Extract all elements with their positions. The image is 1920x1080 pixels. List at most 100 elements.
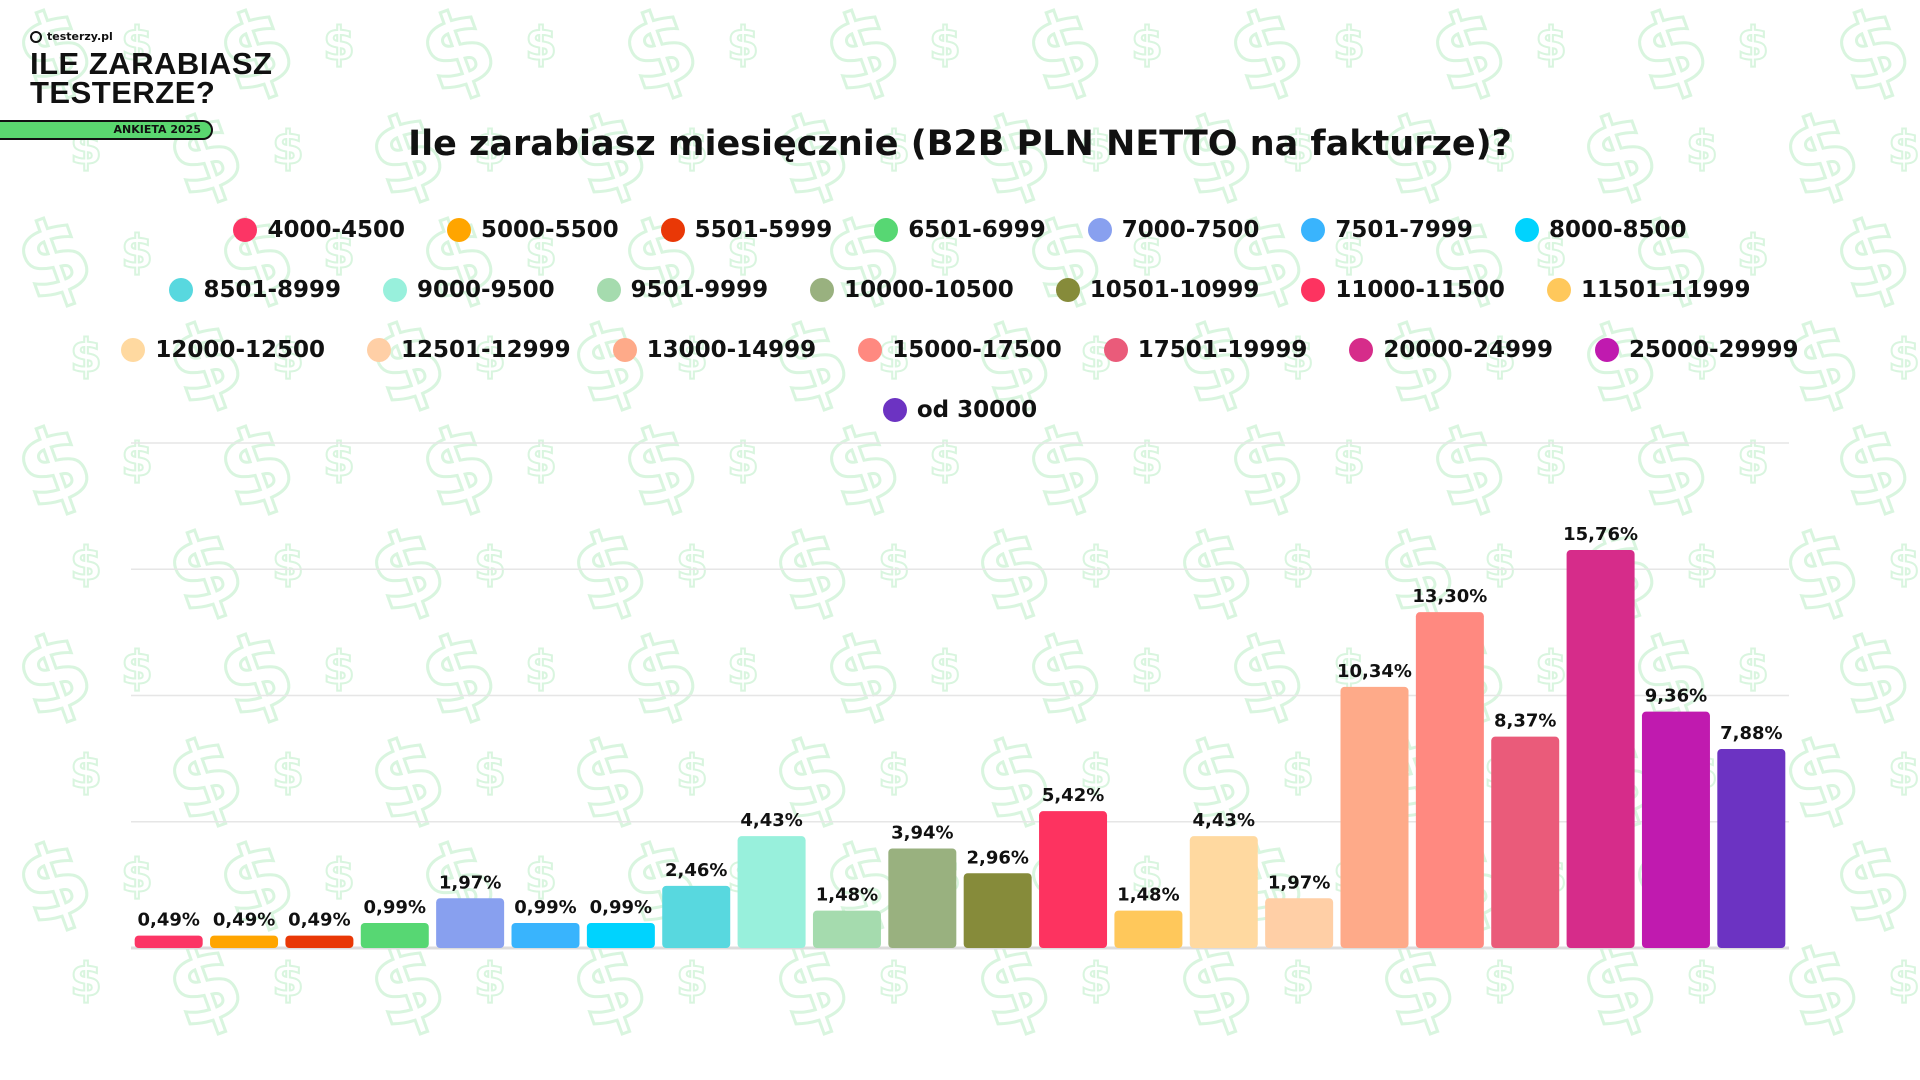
dollar-icon: $ [878, 953, 910, 1007]
legend-item[interactable]: od 30000 [882, 397, 1038, 423]
legend-item[interactable]: 10501-10999 [1055, 277, 1260, 303]
legend-label: 12000-12500 [155, 337, 326, 363]
dollar-icon: $ [878, 329, 910, 383]
legend-swatch [1349, 338, 1374, 362]
dollar-icon: $ [474, 329, 506, 383]
legend-item[interactable]: 25000-29999 [1594, 337, 1799, 363]
dollar-icon: $ [121, 433, 153, 487]
testerzy-logo-icon [30, 30, 42, 43]
legend-row: 8501-8999 9000-9500 9501-9999 10000-10500 10… [0, 260, 1920, 320]
dollar-icon: $ [1080, 953, 1112, 1007]
data-label: 2,96% [966, 847, 1028, 868]
legend-item[interactable]: 9000-9500 [383, 277, 555, 303]
legend-label: 10000-10500 [844, 277, 1014, 303]
dollar-icon: $ [525, 225, 557, 279]
dollar-icon: $ [70, 329, 102, 383]
data-label: 1,48% [1117, 885, 1179, 906]
dollar-icon: $ [676, 329, 708, 383]
dollar-icon: $ [1535, 433, 1567, 487]
legend-swatch [1546, 278, 1571, 302]
legend-item[interactable]: 12501-12999 [367, 337, 571, 363]
dollar-icon: $ [1282, 745, 1314, 799]
bar [1340, 686, 1409, 948]
legend-item[interactable]: 15000-17500 [858, 337, 1062, 363]
dollar-icon: $ [1737, 225, 1769, 279]
dollar-icon: $ [1535, 225, 1567, 279]
dollar-icon: $ [272, 121, 304, 175]
brand-title-line2: TESTERZE? [30, 75, 216, 110]
legend-label: 13000-14999 [646, 337, 817, 363]
dollar-icon: $ [70, 537, 102, 591]
legend-item[interactable]: 11501-11999 [1546, 277, 1751, 303]
dollar-icon: $ [727, 225, 759, 279]
bar [888, 848, 957, 948]
data-label: 13,30% [1412, 586, 1487, 607]
legend-label: 4000-4500 [267, 217, 406, 243]
legend-item[interactable]: 11000-11500 [1301, 277, 1505, 303]
bar [1265, 898, 1334, 948]
legend-item[interactable]: 10000-10500 [810, 277, 1014, 303]
data-label: 4,43% [1193, 810, 1255, 831]
dollar-icon: $ [272, 953, 304, 1007]
legend-item[interactable]: 4000-4500 [233, 217, 405, 243]
data-label: 7,88% [1720, 723, 1782, 744]
bar [1566, 550, 1635, 948]
legend-label: 15000-17500 [892, 337, 1062, 363]
legend-swatch [882, 398, 907, 422]
bar [1114, 910, 1183, 948]
legend-item[interactable]: 5000-5500 [447, 217, 619, 243]
survey-badge: ANKIETA 2025 [0, 120, 213, 140]
data-label: 0,49% [213, 910, 275, 931]
dollar-icon: $ [1535, 641, 1567, 695]
legend-label: 17501-19999 [1137, 337, 1308, 363]
dollar-icon: $ [525, 433, 557, 487]
legend-swatch [612, 338, 637, 362]
legend-item[interactable]: 17501-19999 [1103, 337, 1308, 363]
legend-item[interactable]: 13000-14999 [612, 337, 817, 363]
legend-item[interactable]: 8000-8500 [1514, 217, 1687, 243]
dollar-icon: $ [676, 121, 708, 175]
dollar-icon: $ [929, 433, 961, 487]
legend-item[interactable]: 6501-6999 [874, 217, 1046, 243]
legend-label: od 30000 [916, 397, 1038, 423]
legend-swatch [1103, 338, 1128, 362]
data-label: 0,99% [364, 897, 426, 918]
legend-item[interactable]: 8501-8999 [169, 277, 341, 303]
legend-label: 12501-12999 [401, 337, 571, 363]
legend-label: 8501-8999 [203, 277, 342, 303]
data-label: 9,36% [1645, 686, 1707, 707]
legend-label: 20000-24999 [1383, 337, 1553, 363]
legend-swatch [1514, 218, 1539, 242]
bar [285, 935, 354, 948]
dollar-icon: $ [1333, 17, 1365, 71]
legend-item[interactable]: 20000-24999 [1349, 337, 1553, 363]
legend-label: 9000-9500 [417, 277, 555, 303]
legend-label: 7501-7999 [1335, 217, 1473, 243]
dollar-icon: $ [929, 17, 961, 71]
dollar-icon: $ [1282, 953, 1314, 1007]
legend-label: 11000-11500 [1335, 277, 1505, 303]
dollar-icon: $ [1131, 433, 1163, 487]
chart-legend: 4000-4500 5000-5500 5501-5999 6501-6999 7000… [0, 200, 1920, 440]
dollar-icon: $ [727, 433, 759, 487]
dollar-icon: $ [1080, 121, 1112, 175]
legend-label: 10501-10999 [1089, 277, 1260, 303]
bar [812, 910, 881, 948]
bar [1415, 612, 1484, 948]
legend-label: 8000-8500 [1548, 217, 1687, 243]
dollar-icon: $ [70, 953, 102, 1007]
dollar-icon: $ [1131, 17, 1163, 71]
legend-item[interactable]: 12000-12500 [121, 337, 325, 363]
legend-item[interactable]: 9501-9999 [596, 277, 768, 303]
dollar-icon: $ [323, 641, 355, 695]
legend-item[interactable]: 5501-5999 [660, 217, 832, 243]
data-label: 8,37% [1494, 711, 1556, 732]
legend-item[interactable]: 7501-7999 [1301, 217, 1473, 243]
bar [963, 873, 1032, 948]
dollar-icon: $ [878, 537, 910, 591]
legend-item[interactable]: 7000-7500 [1087, 217, 1259, 243]
dollar-icon: $ [474, 121, 506, 175]
legend-swatch [383, 278, 408, 302]
site-logo: testerzy.pl [30, 30, 272, 43]
legend-label: 25000-29999 [1628, 337, 1799, 363]
